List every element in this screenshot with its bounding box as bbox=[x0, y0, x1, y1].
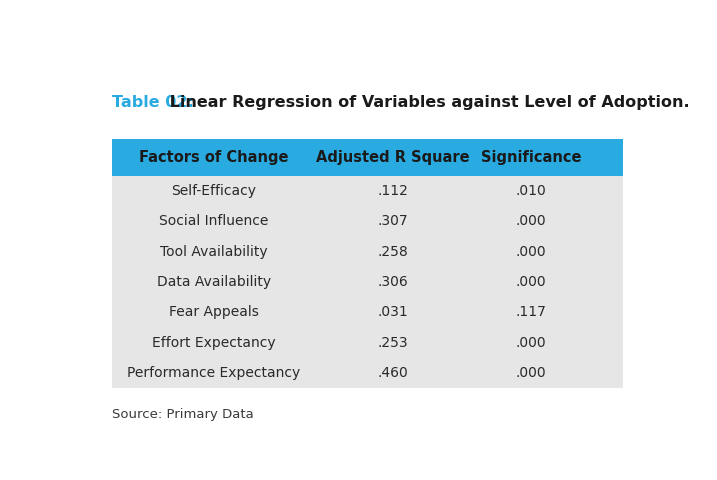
Text: Social Influence: Social Influence bbox=[159, 215, 269, 228]
Text: Data Availability: Data Availability bbox=[157, 275, 271, 289]
Text: Table 02:: Table 02: bbox=[112, 95, 194, 109]
Text: .112: .112 bbox=[378, 184, 409, 198]
Text: Significance: Significance bbox=[481, 150, 581, 165]
Text: .031: .031 bbox=[378, 305, 409, 319]
Text: .000: .000 bbox=[516, 245, 546, 259]
Text: .460: .460 bbox=[378, 366, 409, 380]
Text: .000: .000 bbox=[516, 366, 546, 380]
Text: .253: .253 bbox=[378, 336, 409, 349]
Text: Linear Regression of Variables against Level of Adoption.: Linear Regression of Variables against L… bbox=[163, 95, 689, 109]
Text: Effort Expectancy: Effort Expectancy bbox=[152, 336, 276, 349]
Text: .306: .306 bbox=[378, 275, 409, 289]
Text: .000: .000 bbox=[516, 215, 546, 228]
FancyBboxPatch shape bbox=[112, 176, 623, 388]
Text: Fear Appeals: Fear Appeals bbox=[169, 305, 259, 319]
Text: Factors of Change: Factors of Change bbox=[139, 150, 289, 165]
Text: Adjusted R Square: Adjusted R Square bbox=[316, 150, 470, 165]
Text: .000: .000 bbox=[516, 336, 546, 349]
Text: .307: .307 bbox=[378, 215, 409, 228]
Text: Source: Primary Data: Source: Primary Data bbox=[112, 408, 254, 421]
Text: .258: .258 bbox=[378, 245, 409, 259]
Text: Performance Expectancy: Performance Expectancy bbox=[128, 366, 300, 380]
Text: Tool Availability: Tool Availability bbox=[161, 245, 268, 259]
Text: .010: .010 bbox=[516, 184, 546, 198]
Text: .000: .000 bbox=[516, 275, 546, 289]
FancyBboxPatch shape bbox=[112, 139, 623, 176]
Text: .117: .117 bbox=[516, 305, 546, 319]
Text: Self-Efficacy: Self-Efficacy bbox=[171, 184, 257, 198]
